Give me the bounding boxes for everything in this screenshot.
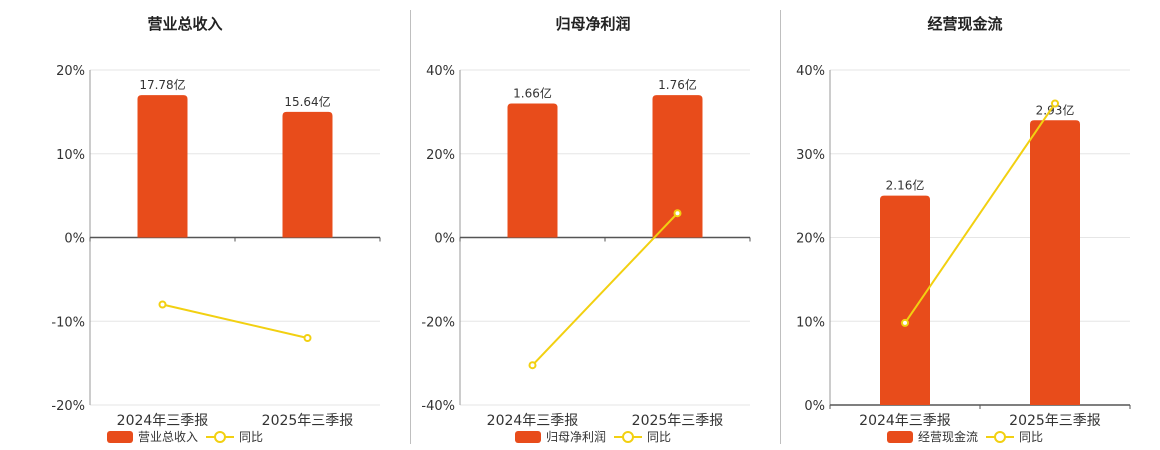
- yoy-point: [1051, 99, 1059, 108]
- chart-panel-revenue: 营业总收入 20% 10% 0% -10% -20% 17.78亿 15.64亿 2024年三…: [0, 0, 381, 450]
- panel-divider: [780, 10, 781, 444]
- bar: [507, 103, 558, 238]
- chart-panel-net-profit: 归母净利润 40% 20% 0% -20% -40% 1.66亿 1.76亿 2024年三季报…: [370, 0, 751, 450]
- y-tick-label: 20%: [796, 232, 825, 247]
- legend-line-swatch: [206, 430, 234, 443]
- bar-data-label: 15.64亿: [284, 94, 330, 109]
- y-tick-label: 20%: [56, 64, 85, 79]
- y-tick-label: 20%: [426, 148, 455, 163]
- y-tick-label: 30%: [796, 148, 825, 163]
- yoy-line: [531, 212, 679, 366]
- legend-item-yoy[interactable]: 同比: [206, 428, 263, 445]
- legend-item-bar[interactable]: 归母净利润: [514, 428, 606, 445]
- yoy-point: [303, 334, 312, 342]
- legend-item-yoy[interactable]: 同比: [614, 428, 671, 445]
- y-tick-label: -10%: [51, 315, 85, 330]
- chart-plot: 40% 30% 20% 10% 0% 2.16亿 2.93亿 2024年三季报 2025年三季报: [796, 64, 1131, 429]
- x-category-label: 2024年三季报: [487, 413, 579, 429]
- bar: [137, 95, 188, 238]
- legend-line-swatch: [614, 430, 642, 443]
- x-category-label: 2024年三季报: [859, 413, 951, 429]
- chart-legend: 归母净利润 同比: [408, 428, 778, 445]
- y-tick-label: 40%: [426, 64, 455, 79]
- bar-data-label: 2.93亿: [1036, 102, 1075, 117]
- legend-line-swatch: [986, 430, 1014, 443]
- yoy-point: [901, 318, 909, 327]
- legend-yoy-label: 同比: [1019, 430, 1044, 444]
- bar: [1030, 120, 1080, 405]
- legend-bar-swatch: [106, 430, 133, 443]
- legend-bar-swatch: [886, 430, 913, 443]
- chart-title: 经营现金流: [927, 15, 1003, 33]
- x-category-label: 2025年三季报: [632, 413, 724, 429]
- legend-item-bar[interactable]: 经营现金流: [886, 428, 978, 445]
- bar-data-label: 1.76亿: [658, 77, 697, 92]
- y-tick-label: 10%: [56, 148, 85, 163]
- chart-plot: 20% 10% 0% -10% -20% 17.78亿 15.64亿 2024年三季报 2025…: [51, 64, 381, 429]
- chart-legend: 营业总收入 同比: [0, 428, 370, 445]
- chart-legend: 经营现金流 同比: [780, 428, 1150, 445]
- legend-bar-label: 归母净利润: [545, 430, 606, 444]
- chart-panel-cash-flow: 经营现金流 40% 30% 20% 10% 0% 2.16亿 2.93亿 2024年三季报 20…: [740, 0, 1131, 450]
- y-tick-label: 0%: [64, 232, 85, 247]
- yoy-point: [528, 361, 537, 370]
- y-tick-label: 40%: [796, 64, 825, 79]
- bar: [652, 95, 703, 238]
- legend-yoy-label: 同比: [239, 430, 264, 444]
- y-tick-label: 0%: [434, 232, 455, 247]
- chart-title: 归母净利润: [555, 15, 631, 33]
- legend-item-yoy[interactable]: 同比: [986, 428, 1043, 445]
- yoy-line: [162, 303, 308, 339]
- y-tick-label: -20%: [421, 315, 455, 330]
- bar-data-label: 17.78亿: [139, 77, 185, 92]
- yoy-point: [158, 300, 167, 309]
- bar-data-label: 2.16亿: [886, 178, 925, 193]
- chart-title: 营业总收入: [147, 15, 223, 33]
- y-tick-label: 0%: [804, 399, 825, 414]
- legend-bar-label: 营业总收入: [137, 430, 198, 444]
- y-tick-label: -40%: [421, 399, 455, 414]
- x-category-label: 2024年三季报: [117, 413, 209, 429]
- y-tick-label: -20%: [51, 399, 85, 414]
- legend-bar-swatch: [514, 430, 541, 443]
- chart-plot: 40% 20% 0% -20% -40% 1.66亿 1.76亿 2024年三季报 2025年三…: [421, 64, 751, 429]
- panel-divider: [410, 10, 411, 444]
- x-category-label: 2025年三季报: [1009, 413, 1101, 429]
- y-tick-label: 10%: [796, 315, 825, 330]
- bar: [880, 195, 930, 405]
- yoy-line: [904, 102, 1056, 324]
- yoy-point: [673, 209, 682, 218]
- bar: [282, 111, 333, 238]
- legend-yoy-label: 同比: [647, 430, 672, 444]
- legend-item-bar[interactable]: 营业总收入: [106, 428, 198, 445]
- legend-bar-label: 经营现金流: [917, 430, 978, 444]
- bar-data-label: 1.66亿: [513, 86, 552, 101]
- x-category-label: 2025年三季报: [262, 413, 354, 429]
